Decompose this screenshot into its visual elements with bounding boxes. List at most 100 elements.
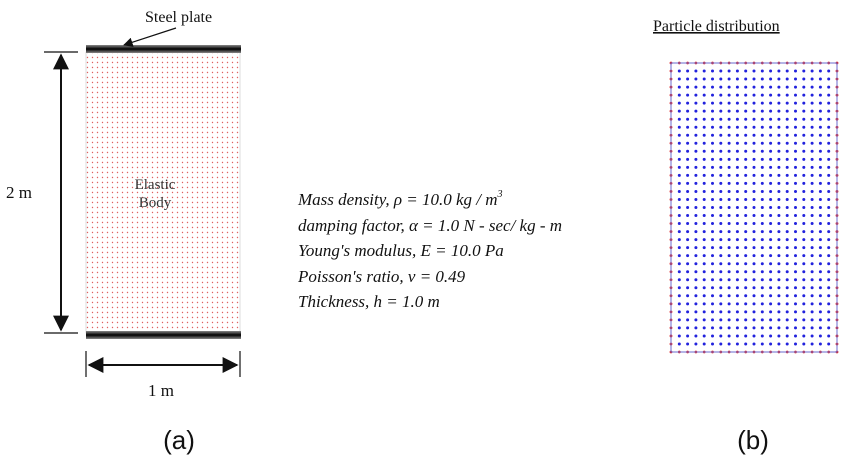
body-label-line2: Body: [139, 195, 172, 211]
interior-particle: [785, 189, 789, 193]
interior-particle: [677, 310, 681, 314]
interior-particle: [810, 246, 814, 250]
interior-particle: [686, 254, 690, 258]
interior-particle: [760, 181, 764, 185]
interior-particle: [677, 69, 681, 73]
interior-particle: [744, 141, 748, 145]
interior-particle: [810, 286, 814, 290]
interior-particle: [818, 149, 822, 153]
interior-particle: [827, 125, 831, 129]
interior-particle: [818, 286, 822, 290]
interior-particle: [711, 214, 714, 218]
interior-particle: [744, 77, 748, 81]
interior-particle: [727, 342, 731, 346]
interior-particle: [785, 326, 789, 330]
interior-particle: [735, 238, 739, 242]
interior-particle: [677, 270, 681, 274]
interior-particle: [694, 157, 698, 161]
interior-particle: [735, 117, 739, 121]
steel-plate-label: Steel plate: [145, 9, 212, 26]
interior-particle: [802, 318, 806, 322]
interior-particle: [810, 222, 814, 226]
interior-particle: [802, 85, 806, 89]
interior-particle: [744, 93, 748, 97]
interior-particle: [711, 342, 714, 346]
interior-particle: [760, 109, 764, 113]
interior-particle: [752, 197, 756, 201]
interior-particle: [794, 149, 797, 153]
interior-particle: [719, 294, 723, 298]
interior-particle: [686, 342, 690, 346]
interior-particle: [760, 85, 764, 89]
interior-particle: [719, 326, 723, 330]
interior-particle: [760, 246, 764, 250]
interior-particle: [702, 310, 706, 314]
interior-particle: [735, 246, 739, 250]
interior-particle: [760, 149, 764, 153]
interior-particle: [810, 133, 814, 137]
interior-particle: [752, 109, 756, 113]
interior-particle: [752, 77, 756, 81]
interior-particle: [794, 270, 797, 274]
interior-particle: [727, 69, 731, 73]
interior-particle: [760, 101, 764, 105]
interior-particle: [711, 326, 714, 330]
interior-particle: [694, 77, 698, 81]
interior-particle: [785, 302, 789, 306]
interior-particle: [794, 206, 797, 209]
interior-particle: [760, 214, 764, 218]
interior-particle: [735, 286, 739, 290]
interior-particle: [744, 302, 748, 306]
interior-particle: [810, 165, 814, 169]
interior-particle: [686, 189, 690, 193]
interior-particle: [802, 117, 806, 121]
interior-particle: [794, 246, 797, 250]
interior-particle: [769, 101, 773, 105]
interior-particle: [744, 286, 748, 290]
interior-particle: [777, 262, 781, 266]
interior-particle: [686, 286, 690, 290]
interior-particle: [735, 254, 739, 258]
interior-particle: [735, 69, 739, 73]
interior-particle: [677, 149, 681, 153]
interior-particle: [702, 254, 706, 258]
interior-particle: [677, 125, 681, 129]
interior-particle: [686, 214, 690, 218]
interior-particle: [785, 246, 789, 250]
interior-particle: [744, 117, 748, 121]
interior-particle: [769, 254, 773, 258]
interior-particle: [810, 302, 814, 306]
interior-particle: [744, 310, 748, 314]
interior-particle: [686, 101, 690, 105]
interior-particle: [744, 149, 748, 153]
interior-particle: [719, 334, 723, 338]
interior-particle: [760, 77, 764, 81]
interior-particle: [818, 125, 822, 129]
interior-particle: [827, 310, 831, 314]
interior-particle: [827, 141, 831, 145]
interior-particle: [827, 109, 831, 113]
interior-particle: [744, 85, 748, 89]
interior-particle: [677, 326, 681, 330]
interior-particle: [760, 93, 764, 97]
interior-particle: [785, 125, 789, 129]
interior-particle: [702, 77, 706, 81]
interior-particle: [702, 230, 706, 234]
interior-particle: [827, 342, 831, 346]
interior-particle: [818, 270, 822, 274]
interior-particle: [818, 93, 822, 97]
interior-particle: [769, 214, 773, 218]
interior-particle: [677, 101, 681, 105]
interior-particle: [719, 101, 723, 105]
interior-particle: [827, 157, 831, 161]
interior-particle: [744, 214, 748, 218]
interior-particle: [785, 117, 789, 121]
interior-particle: [818, 77, 822, 81]
interior-particle: [719, 189, 723, 193]
interior-particle: [686, 318, 690, 322]
interior-particle: [777, 310, 781, 314]
interior-particle: [769, 141, 773, 145]
interior-particle: [785, 149, 789, 153]
interior-particle: [677, 117, 681, 121]
interior-particle: [802, 189, 806, 193]
